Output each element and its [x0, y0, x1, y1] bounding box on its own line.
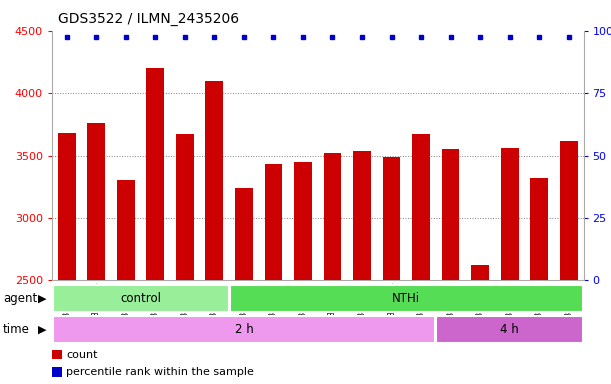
- Bar: [471, 265, 489, 280]
- Text: count: count: [66, 349, 98, 359]
- Bar: [324, 153, 342, 280]
- Text: control: control: [120, 292, 161, 305]
- Text: 4 h: 4 h: [500, 323, 519, 336]
- Text: NTHi: NTHi: [392, 292, 420, 305]
- Text: GDS3522 / ILMN_2435206: GDS3522 / ILMN_2435206: [58, 12, 239, 25]
- Bar: [52, 367, 62, 377]
- Text: ▶: ▶: [38, 293, 46, 304]
- Bar: [53, 316, 435, 343]
- Bar: [436, 316, 583, 343]
- Bar: [235, 188, 253, 280]
- Text: agent: agent: [3, 292, 37, 305]
- Bar: [265, 164, 282, 280]
- Bar: [53, 285, 229, 312]
- Bar: [412, 134, 430, 280]
- Bar: [382, 157, 400, 280]
- Bar: [58, 133, 76, 280]
- Bar: [205, 81, 223, 280]
- Bar: [52, 350, 62, 359]
- Text: percentile rank within the sample: percentile rank within the sample: [66, 367, 254, 377]
- Text: 2 h: 2 h: [235, 323, 254, 336]
- Bar: [560, 141, 577, 280]
- Text: ▶: ▶: [38, 324, 46, 334]
- Bar: [530, 178, 548, 280]
- Text: time: time: [3, 323, 30, 336]
- Bar: [87, 123, 105, 280]
- Bar: [147, 68, 164, 280]
- Bar: [176, 134, 194, 280]
- Bar: [294, 162, 312, 280]
- Bar: [501, 148, 519, 280]
- Bar: [117, 180, 134, 280]
- Bar: [353, 151, 371, 280]
- Bar: [442, 149, 459, 280]
- Bar: [230, 285, 583, 312]
